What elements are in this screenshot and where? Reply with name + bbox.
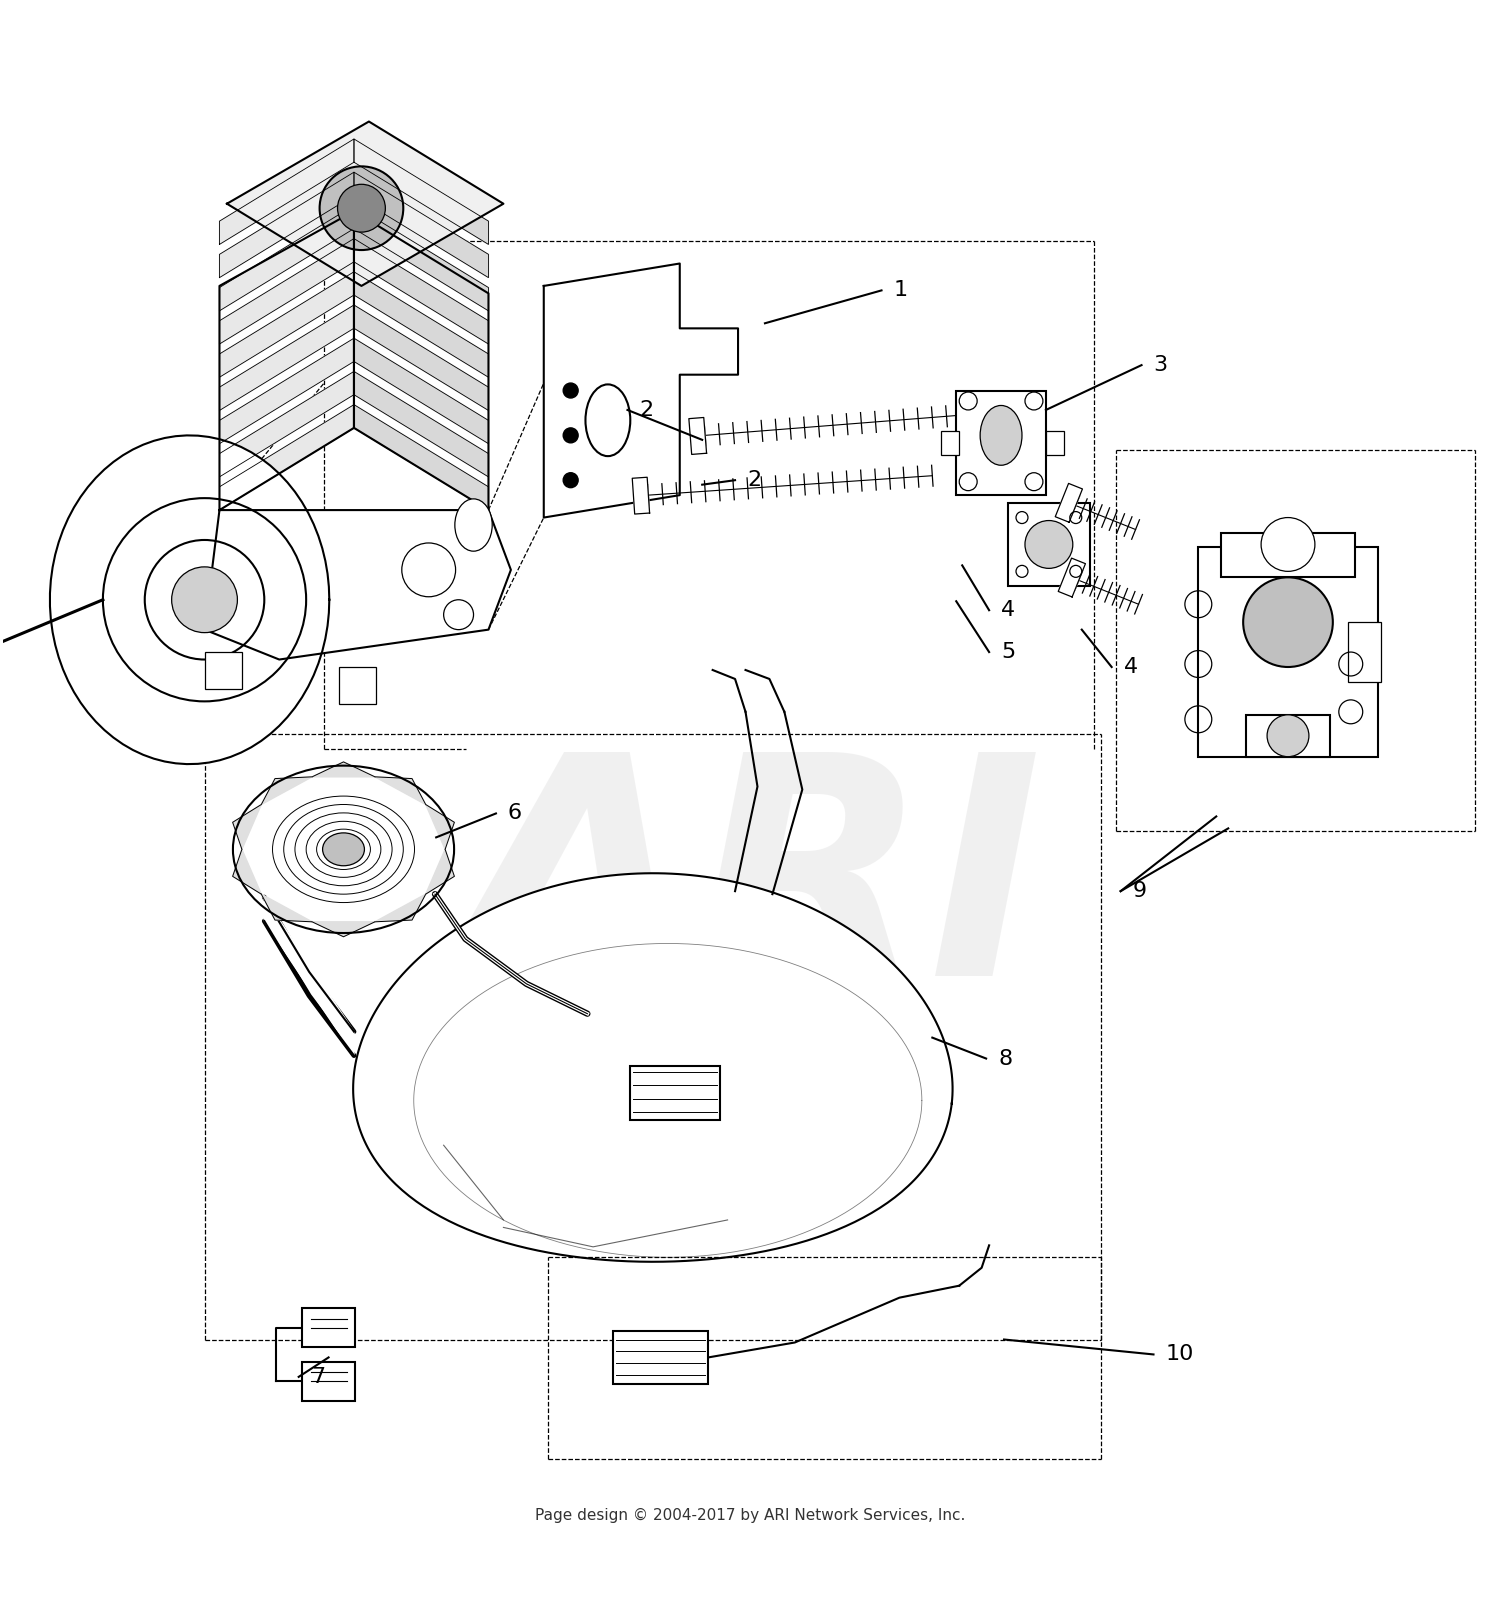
Bar xyxy=(1198,548,1377,757)
Circle shape xyxy=(562,383,578,398)
Polygon shape xyxy=(312,761,375,777)
Text: ARI: ARI xyxy=(458,742,1042,1040)
Polygon shape xyxy=(688,417,706,454)
Bar xyxy=(1046,431,1064,455)
Text: 4: 4 xyxy=(1000,600,1016,620)
Text: 1: 1 xyxy=(894,281,908,300)
Ellipse shape xyxy=(585,385,630,457)
Text: 10: 10 xyxy=(1166,1345,1194,1364)
Circle shape xyxy=(144,540,264,659)
Polygon shape xyxy=(232,850,261,894)
Polygon shape xyxy=(312,922,375,936)
Polygon shape xyxy=(354,404,489,510)
Text: 7: 7 xyxy=(310,1367,326,1387)
Polygon shape xyxy=(354,273,489,377)
Text: 4: 4 xyxy=(1124,657,1137,676)
Text: Page design © 2004-2017 by ARI Network Services, Inc.: Page design © 2004-2017 by ARI Network S… xyxy=(536,1508,964,1523)
Polygon shape xyxy=(426,805,454,850)
Polygon shape xyxy=(219,205,354,311)
Ellipse shape xyxy=(454,499,492,551)
Circle shape xyxy=(338,184,386,232)
Circle shape xyxy=(1262,518,1316,571)
Bar xyxy=(1348,622,1380,681)
Circle shape xyxy=(1268,715,1310,757)
Bar xyxy=(956,391,1046,495)
Polygon shape xyxy=(261,894,312,922)
Polygon shape xyxy=(226,122,504,285)
Polygon shape xyxy=(354,239,489,345)
Polygon shape xyxy=(219,139,354,244)
Bar xyxy=(1246,715,1330,757)
Polygon shape xyxy=(261,777,312,805)
Polygon shape xyxy=(354,139,489,244)
Bar xyxy=(942,431,958,455)
Polygon shape xyxy=(50,436,330,765)
Ellipse shape xyxy=(980,406,1022,465)
Text: 6: 6 xyxy=(509,803,522,824)
Polygon shape xyxy=(354,305,489,410)
Polygon shape xyxy=(219,372,354,476)
Polygon shape xyxy=(354,372,489,476)
Circle shape xyxy=(320,167,404,250)
Bar xyxy=(302,1363,355,1401)
Polygon shape xyxy=(354,338,489,444)
Polygon shape xyxy=(1058,558,1086,596)
Text: 2: 2 xyxy=(639,401,654,420)
Polygon shape xyxy=(426,850,454,894)
Text: 2: 2 xyxy=(747,470,760,491)
Polygon shape xyxy=(632,478,650,515)
Bar xyxy=(204,652,242,689)
Bar xyxy=(302,1308,355,1347)
Bar xyxy=(339,667,376,704)
Text: 3: 3 xyxy=(1154,356,1167,375)
Polygon shape xyxy=(219,273,354,377)
Text: 9: 9 xyxy=(1132,882,1146,901)
Circle shape xyxy=(562,428,578,442)
Text: 5: 5 xyxy=(1000,643,1016,662)
Polygon shape xyxy=(232,805,261,850)
Bar xyxy=(1221,532,1356,577)
Polygon shape xyxy=(219,305,354,410)
Bar xyxy=(1008,503,1090,585)
Text: 8: 8 xyxy=(998,1048,1012,1069)
Bar xyxy=(612,1330,708,1385)
Polygon shape xyxy=(219,172,354,277)
Polygon shape xyxy=(264,898,354,1055)
Polygon shape xyxy=(1056,484,1083,523)
Circle shape xyxy=(171,567,237,633)
Polygon shape xyxy=(354,205,489,311)
Polygon shape xyxy=(375,777,426,805)
Circle shape xyxy=(1024,521,1072,569)
Polygon shape xyxy=(354,172,489,277)
Polygon shape xyxy=(352,874,952,1262)
Polygon shape xyxy=(204,510,512,659)
Polygon shape xyxy=(375,894,426,922)
Polygon shape xyxy=(544,263,738,518)
Ellipse shape xyxy=(322,834,364,866)
Polygon shape xyxy=(219,338,354,444)
Circle shape xyxy=(1244,577,1334,667)
Polygon shape xyxy=(219,404,354,510)
Circle shape xyxy=(562,473,578,487)
Polygon shape xyxy=(219,239,354,345)
Bar xyxy=(630,1066,720,1120)
